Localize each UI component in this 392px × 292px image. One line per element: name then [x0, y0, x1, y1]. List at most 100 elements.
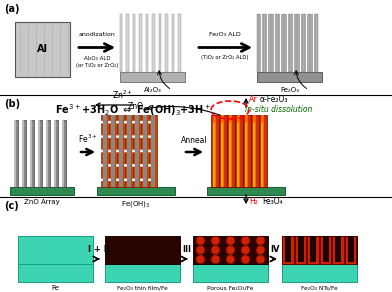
Bar	[129, 14, 133, 72]
Text: I + II: I + II	[88, 245, 110, 254]
Circle shape	[124, 164, 127, 167]
Circle shape	[140, 150, 143, 152]
Bar	[18, 264, 93, 282]
Bar	[260, 14, 261, 72]
Circle shape	[226, 255, 235, 264]
Bar	[285, 14, 290, 72]
Bar	[283, 236, 294, 264]
Bar	[262, 14, 263, 72]
Bar	[296, 14, 298, 72]
Bar	[261, 115, 264, 187]
Bar	[103, 115, 107, 187]
Bar	[152, 14, 155, 72]
Circle shape	[196, 236, 205, 245]
Bar	[127, 115, 131, 187]
Bar	[320, 236, 332, 264]
Circle shape	[148, 135, 151, 138]
Bar	[143, 115, 147, 187]
Circle shape	[140, 121, 143, 124]
Bar	[120, 14, 122, 72]
Bar	[162, 14, 165, 72]
Bar	[285, 14, 287, 72]
Circle shape	[108, 121, 111, 124]
Bar	[238, 123, 239, 187]
Circle shape	[196, 246, 205, 255]
Bar	[119, 115, 123, 187]
Bar	[221, 115, 224, 187]
Circle shape	[148, 178, 151, 181]
Text: (a): (a)	[4, 4, 20, 14]
Bar	[97, 187, 175, 195]
Bar	[118, 115, 125, 187]
Bar	[229, 115, 232, 187]
Bar	[314, 14, 316, 72]
Text: Ar: Ar	[249, 95, 258, 104]
Bar	[174, 14, 178, 72]
Bar	[212, 115, 219, 187]
Bar	[46, 120, 47, 187]
Text: III: III	[182, 245, 191, 254]
Bar	[257, 72, 322, 82]
Circle shape	[108, 135, 111, 138]
Text: Fe₂O₃: Fe₂O₃	[280, 87, 299, 93]
Bar	[285, 236, 291, 262]
Circle shape	[100, 135, 103, 138]
Bar	[105, 264, 180, 282]
Bar	[221, 123, 223, 187]
Circle shape	[148, 121, 151, 124]
Circle shape	[196, 255, 205, 264]
Text: Fe: Fe	[52, 285, 60, 291]
Bar	[310, 236, 316, 262]
Circle shape	[241, 246, 250, 255]
Circle shape	[241, 255, 250, 264]
Text: (b): (b)	[4, 99, 20, 109]
Circle shape	[256, 236, 265, 245]
Text: Porous Fe₂O₃/Fe: Porous Fe₂O₃/Fe	[207, 285, 254, 290]
Bar	[213, 115, 216, 187]
Bar	[288, 14, 290, 72]
Bar	[168, 14, 172, 72]
Circle shape	[132, 178, 135, 181]
Bar	[10, 187, 74, 195]
Bar	[275, 14, 276, 72]
Text: H₂: H₂	[249, 197, 258, 206]
Bar	[178, 14, 181, 72]
Text: Fe₂O₃ ALD: Fe₂O₃ ALD	[209, 32, 241, 37]
Bar	[245, 123, 247, 187]
Circle shape	[116, 150, 119, 152]
Circle shape	[140, 164, 143, 167]
Bar	[111, 115, 115, 187]
Bar	[227, 115, 235, 187]
Circle shape	[100, 121, 103, 124]
Bar	[207, 187, 285, 195]
Bar	[105, 236, 180, 264]
Bar	[243, 115, 251, 187]
Bar	[309, 14, 312, 72]
Bar	[120, 72, 185, 82]
Bar	[122, 14, 127, 72]
Bar	[146, 14, 149, 72]
Text: in-situ dissolution: in-situ dissolution	[245, 105, 312, 114]
Bar	[257, 14, 260, 72]
Text: IV: IV	[270, 245, 280, 254]
Circle shape	[116, 178, 119, 181]
Bar	[345, 236, 356, 264]
Bar	[312, 14, 313, 72]
Circle shape	[211, 255, 220, 264]
Text: (or TiO₂ or ZrO₂): (or TiO₂ or ZrO₂)	[76, 63, 118, 69]
Bar	[261, 123, 263, 187]
Circle shape	[256, 255, 265, 264]
Bar	[237, 115, 240, 187]
Text: Al₂O₃: Al₂O₃	[143, 87, 162, 93]
Circle shape	[132, 150, 135, 152]
Bar	[136, 14, 140, 72]
Bar	[281, 14, 283, 72]
Bar	[14, 120, 18, 187]
Bar	[151, 115, 155, 187]
Circle shape	[132, 164, 135, 167]
Bar	[260, 115, 267, 187]
Bar	[290, 14, 292, 72]
Bar	[312, 14, 316, 72]
Bar	[303, 14, 305, 72]
Text: (c): (c)	[4, 201, 19, 211]
